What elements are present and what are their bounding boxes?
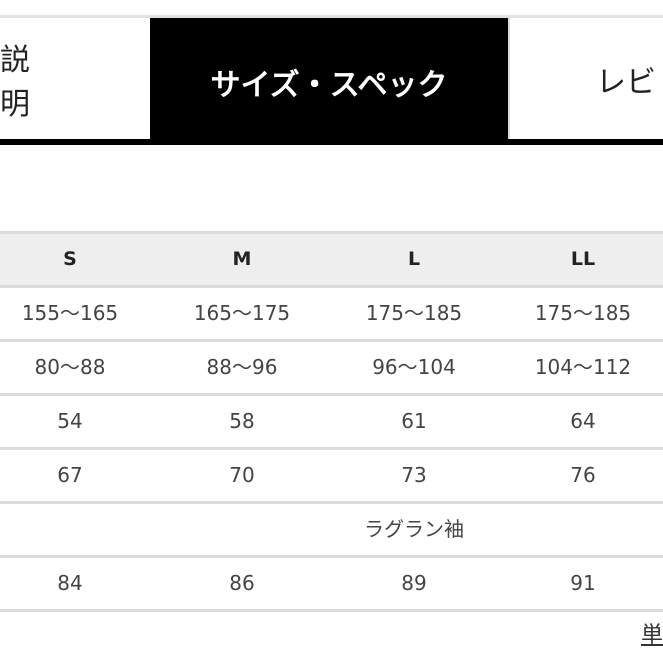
header-cell: L [407, 248, 421, 270]
table-cell: 86 [229, 571, 255, 595]
table-cell: 64 [570, 409, 596, 433]
tab-underline [0, 139, 663, 145]
table-cell: 84 [57, 571, 83, 595]
table-cell: 88〜96 [206, 355, 278, 379]
table-cell: 70 [229, 463, 255, 487]
table-row: 84 86 89 91 [0, 555, 663, 612]
table-cell: 165〜175 [193, 301, 291, 325]
table-cell: 175〜185 [534, 301, 632, 325]
tab-label: レビ [596, 65, 656, 100]
tab-description[interactable]: 説明 [0, 18, 150, 140]
table-cell: 89 [401, 571, 427, 595]
table-header-row: S M L LL [0, 231, 663, 285]
table-row: ラグラン袖 [0, 501, 663, 555]
table-row: 155〜165 165〜175 175〜185 175〜185 [0, 285, 663, 339]
table-cell: 73 [401, 463, 427, 487]
table-span-cell: ラグラン袖 [364, 517, 464, 541]
table-cell: 175〜185 [365, 301, 463, 325]
table-cell: 155〜165 [21, 301, 119, 325]
header-cell: LL [570, 248, 596, 270]
table-cell: 91 [570, 571, 596, 595]
table-cell: 67 [57, 463, 83, 487]
table-row: 54 58 61 64 [0, 393, 663, 447]
table-cell: 54 [57, 409, 83, 433]
table-row: 80〜88 88〜96 96〜104 104〜112 [0, 339, 663, 393]
table-cell: 61 [401, 409, 427, 433]
header-cell: S [63, 248, 77, 270]
table-cell: 76 [570, 463, 596, 487]
table-cell: 104〜112 [534, 355, 632, 379]
table-cell: 80〜88 [34, 355, 106, 379]
top-divider [0, 15, 663, 18]
header-cell: M [232, 248, 252, 270]
footer-link[interactable]: 単 [640, 623, 663, 648]
tab-size-spec[interactable]: サイズ・スペック [150, 18, 508, 145]
size-table: S M L LL 155〜165 165〜175 175〜185 175〜185… [0, 231, 663, 612]
table-cell: 96〜104 [372, 355, 456, 379]
table-row: 67 70 73 76 [0, 447, 663, 501]
table-cell: 58 [229, 409, 255, 433]
tab-label: サイズ・スペック [210, 67, 448, 103]
tab-label: 説明 [0, 43, 30, 122]
tab-reviews[interactable]: レビ [508, 18, 663, 140]
